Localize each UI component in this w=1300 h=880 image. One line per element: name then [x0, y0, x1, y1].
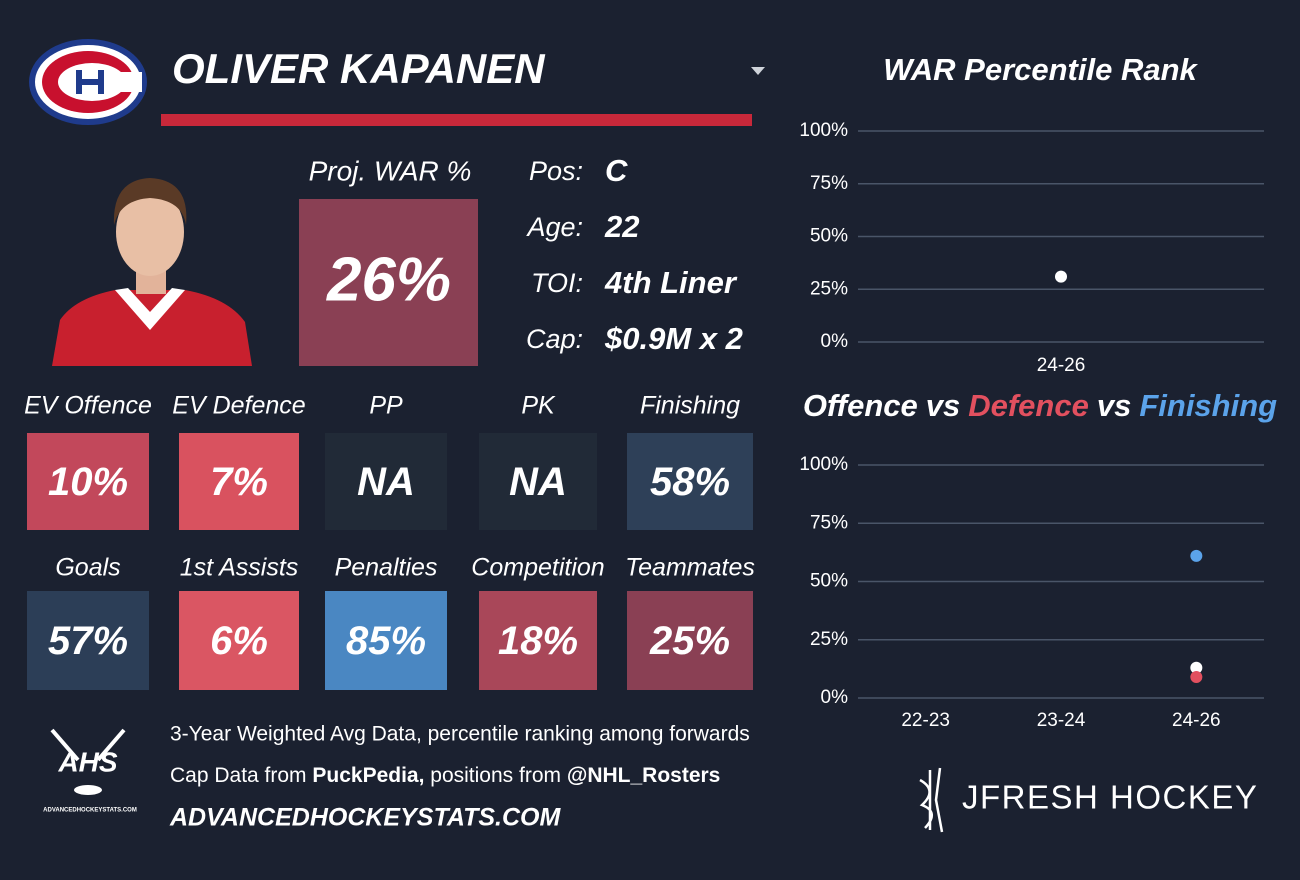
projection-value: 26% [326, 245, 451, 314]
tile-label: Competition [471, 554, 604, 582]
stat-tile [479, 591, 597, 690]
stat-tile [627, 433, 753, 530]
chart-title: WAR Percentile Rank [883, 52, 1198, 87]
y-tick-label: 50% [810, 571, 848, 592]
tile-value: 25% [649, 619, 730, 663]
stat-tile [179, 433, 299, 530]
source-part: positions from [424, 764, 566, 787]
footer-sources: Cap Data from PuckPedia, positions from … [170, 764, 720, 787]
title-connector: vs [1097, 388, 1131, 423]
info-value: 22 [604, 209, 639, 244]
tile-label: PP [369, 392, 403, 420]
stat-tile [479, 433, 597, 530]
stat-tile [325, 433, 447, 530]
tile-label: Penalties [335, 554, 438, 582]
projection-label: Proj. WAR % [309, 155, 472, 186]
header-bar [161, 114, 752, 126]
legend-entry: Finishing [1139, 388, 1277, 423]
tile-label: EV Offence [24, 392, 152, 420]
info-value: C [605, 153, 628, 188]
footer-website: ADVANCEDHOCKEYSTATS.COM [169, 804, 561, 832]
y-tick-label: 75% [810, 512, 848, 533]
player-name: OLIVER KAPANEN [172, 45, 546, 92]
team-logo [29, 39, 147, 125]
info-label: Cap: [526, 324, 583, 354]
info-label: Age: [525, 212, 583, 242]
dropdown-arrow[interactable] [751, 67, 765, 75]
stat-tile [27, 591, 149, 690]
info-label: Pos: [529, 156, 583, 186]
info-value: 4th Liner [604, 265, 738, 300]
tile-label: Teammates [625, 554, 755, 582]
stat-tile [27, 433, 149, 530]
x-tick-label: 22-23 [901, 710, 950, 731]
title-connector: vs [926, 388, 960, 423]
stat-tile [179, 591, 299, 690]
tile-value: 57% [48, 619, 128, 663]
charts: WAR Percentile Rank 0% 25% 50% 75% 100% 24-26 O… [799, 52, 1277, 731]
y-tick-label: 100% [799, 120, 848, 141]
data-point [1190, 661, 1203, 674]
tile-value: 85% [346, 619, 426, 663]
ahs-logo: AHS ADVANCEDHOCKEYSTATS.COM [43, 728, 137, 814]
tile-value: 18% [498, 619, 578, 663]
tile-label: EV Defence [172, 392, 305, 420]
tile-label: Finishing [640, 392, 740, 420]
tile-value: NA [357, 460, 415, 504]
data-point [1190, 671, 1203, 684]
ahs-logo-caption: ADVANCEDHOCKEYSTATS.COM [43, 808, 137, 814]
y-tick-label: 0% [821, 687, 849, 708]
source-part: @NHL_Rosters [567, 764, 721, 787]
projection-tile [299, 199, 478, 366]
x-tick-label: 23-24 [1037, 710, 1086, 731]
legend-entry: Defence [968, 388, 1089, 423]
ahs-logo-text: AHS [57, 746, 117, 777]
info-list: Pos: C Age: 22 TOI: 4th Liner Cap: $0.9M x 2 [525, 153, 742, 356]
info-label: TOI: [531, 268, 583, 298]
player-photo [52, 178, 252, 366]
data-point [1055, 270, 1067, 283]
y-tick-label: 25% [810, 278, 848, 299]
tile-label: PK [521, 392, 556, 420]
tile-value: 7% [210, 460, 268, 504]
tile-value: 6% [210, 619, 268, 663]
y-tick-label: 75% [810, 173, 848, 194]
tile-value: NA [509, 460, 567, 504]
brand-name: JFRESH HOCKEY [962, 779, 1258, 816]
y-tick-label: 25% [810, 629, 848, 650]
x-tick-label: 24-26 [1172, 710, 1221, 731]
source-part: PuckPedia, [312, 764, 424, 787]
stat-tiles: EV Offence 10% EV Defence 7% PP NA PK NA Finishi… [24, 392, 755, 690]
stat-tile [325, 591, 447, 690]
chart-title: Offence vs Defence vs Finishing [803, 388, 1277, 423]
tile-value: 10% [48, 460, 128, 504]
y-tick-label: 50% [810, 226, 848, 247]
info-value: $0.9M x 2 [604, 321, 743, 356]
legend-entry: Offence [803, 388, 918, 423]
y-tick-label: 100% [799, 454, 848, 475]
y-tick-label: 0% [821, 331, 849, 352]
footer-note: 3-Year Weighted Avg Data, percentile ran… [170, 723, 750, 746]
brand-logo [919, 767, 944, 833]
data-point [1190, 549, 1203, 562]
stat-tile [627, 591, 753, 690]
source-part: Cap Data from [170, 764, 312, 787]
tile-label: Goals [55, 554, 120, 582]
tile-label: 1st Assists [180, 554, 299, 582]
x-tick-label: 24-26 [1037, 355, 1086, 376]
tile-value: 58% [650, 460, 730, 504]
